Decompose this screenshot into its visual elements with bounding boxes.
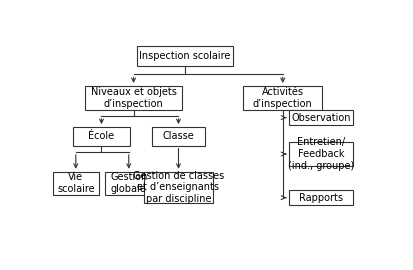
Text: Activités
d’inspection: Activités d’inspection [252,87,312,109]
FancyBboxPatch shape [152,127,204,146]
FancyBboxPatch shape [288,141,352,167]
FancyBboxPatch shape [136,46,233,66]
Text: Vie
scolaire: Vie scolaire [57,172,95,194]
FancyBboxPatch shape [85,86,181,110]
FancyBboxPatch shape [288,110,352,126]
Text: Inspection scolaire: Inspection scolaire [139,51,230,61]
Text: Niveaux et objets
d’inspection: Niveaux et objets d’inspection [90,87,176,109]
FancyBboxPatch shape [243,86,321,110]
Text: Entretien/
Feedback
(ind., groupe): Entretien/ Feedback (ind., groupe) [287,137,354,171]
Text: École: École [88,131,114,141]
FancyBboxPatch shape [144,172,212,203]
FancyBboxPatch shape [52,172,99,195]
FancyBboxPatch shape [288,190,352,205]
Text: Gestion
globale: Gestion globale [110,172,147,194]
FancyBboxPatch shape [73,127,129,146]
Text: Gestion de classes
et d’enseignants
par discipline: Gestion de classes et d’enseignants par … [133,171,223,204]
FancyBboxPatch shape [105,172,152,195]
Text: Classe: Classe [162,131,194,141]
Text: Rapports: Rapports [299,193,342,203]
Text: Observation: Observation [291,113,350,123]
